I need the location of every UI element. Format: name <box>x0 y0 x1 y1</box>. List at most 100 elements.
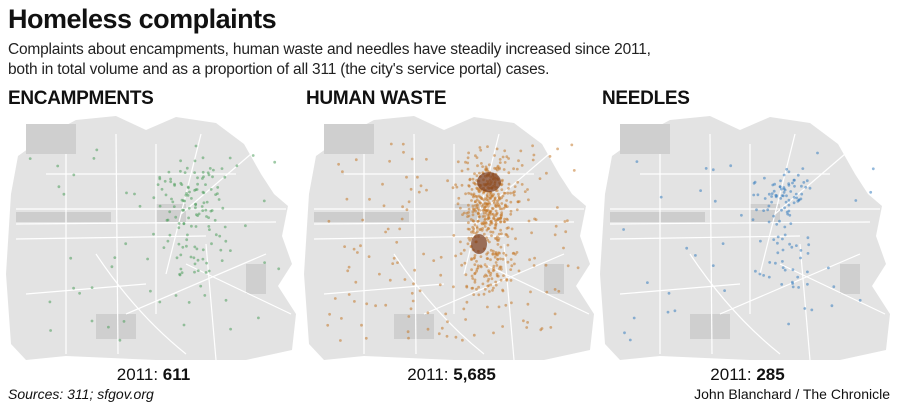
complaint-dot <box>475 174 479 178</box>
complaint-dot <box>95 148 99 152</box>
complaint-dot <box>483 287 487 291</box>
complaint-dot <box>514 252 517 256</box>
complaint-dot <box>178 272 182 276</box>
complaint-dot <box>475 269 478 273</box>
complaint-dot <box>782 186 786 189</box>
complaint-dot <box>505 155 509 159</box>
complaint-dot <box>479 264 483 268</box>
complaint-dot <box>187 216 191 220</box>
complaint-dot <box>492 267 495 270</box>
complaint-dot <box>461 338 464 342</box>
complaint-dot <box>125 191 128 195</box>
complaint-dot <box>781 248 785 252</box>
complaint-dot <box>193 171 197 174</box>
complaint-dot <box>479 201 482 205</box>
complaint-dot <box>411 299 415 303</box>
complaint-dot <box>499 257 502 261</box>
complaint-dot <box>333 297 337 300</box>
complaint-dot <box>480 162 483 165</box>
complaint-dot <box>207 225 211 228</box>
complaint-dot <box>473 278 477 282</box>
complaint-dot <box>406 330 410 334</box>
complaint-dot <box>486 145 489 148</box>
complaint-dot <box>506 243 510 247</box>
complaint-dot <box>185 244 188 248</box>
complaint-dot <box>467 221 470 225</box>
complaint-dot <box>783 206 786 210</box>
complaint-dot <box>480 228 484 232</box>
complaint-dot <box>347 265 351 269</box>
complaint-dot <box>146 257 150 261</box>
complaint-dot <box>401 205 404 209</box>
complaint-dot <box>228 156 232 160</box>
complaint-dot <box>482 211 486 215</box>
stat-year: 2011: <box>116 365 159 384</box>
street <box>709 133 713 355</box>
complaint-dot <box>504 203 507 207</box>
complaint-dot <box>347 293 351 296</box>
complaint-dot <box>502 220 506 224</box>
park-area <box>246 264 266 294</box>
complaint-dot <box>365 302 369 306</box>
complaint-dot <box>467 214 471 218</box>
complaint-dot <box>163 179 167 183</box>
street <box>719 253 861 315</box>
complaint-dot <box>478 228 482 232</box>
complaint-dot <box>804 185 808 189</box>
complaint-dot <box>791 280 794 284</box>
complaint-dot <box>172 205 176 208</box>
complaint-dot <box>56 164 60 168</box>
complaint-dot <box>425 157 428 161</box>
complaint-dot <box>166 239 170 243</box>
complaint-dot <box>533 256 536 260</box>
complaint-dot <box>491 230 495 234</box>
complaint-dot <box>180 198 184 202</box>
complaint-dot <box>711 264 715 267</box>
complaint-dot <box>158 175 162 179</box>
complaint-dot <box>168 210 172 214</box>
complaint-dot <box>556 206 559 209</box>
complaint-dot <box>549 326 553 329</box>
complaint-dot <box>494 167 498 171</box>
complaint-dot <box>530 231 533 235</box>
complaint-dot <box>477 194 481 198</box>
complaint-dot <box>792 178 796 182</box>
complaint-dot <box>515 251 519 254</box>
complaint-dot <box>666 310 670 314</box>
complaint-dot <box>576 266 580 270</box>
complaint-dot <box>182 323 186 327</box>
complaint-dot <box>352 247 356 251</box>
complaint-dot <box>858 298 862 302</box>
complaint-dot <box>107 325 110 329</box>
complaint-dot <box>497 251 500 255</box>
complaint-dot <box>263 261 266 264</box>
complaint-dot <box>471 213 475 217</box>
complaint-dot <box>193 245 197 249</box>
complaint-dot <box>485 193 489 197</box>
complaint-dot <box>499 245 503 249</box>
complaint-dot <box>781 260 784 263</box>
complaint-dot <box>503 161 507 164</box>
complaint-dot <box>545 290 549 294</box>
complaint-dot <box>793 184 796 188</box>
complaint-dot <box>412 282 415 286</box>
complaint-dot <box>721 242 725 246</box>
complaint-dot <box>179 253 183 257</box>
subtitle-line: Complaints about encampments, human wast… <box>8 41 651 58</box>
complaint-dot <box>519 149 523 153</box>
complaint-dot <box>345 197 349 201</box>
complaint-dot <box>767 275 771 279</box>
complaint-dot <box>194 144 198 148</box>
complaint-dot <box>486 251 490 255</box>
complaint-dot <box>224 239 228 243</box>
complaint-dot <box>167 170 171 174</box>
complaint-dot <box>783 233 787 237</box>
complaint-dot <box>392 256 396 260</box>
complaint-dot <box>409 187 413 191</box>
complaint-dot <box>497 232 501 236</box>
complaint-dot <box>622 228 625 231</box>
complaint-dot <box>474 204 477 207</box>
complaint-dot <box>799 256 802 260</box>
complaint-dot <box>792 195 796 199</box>
complaint-dot <box>491 249 495 253</box>
